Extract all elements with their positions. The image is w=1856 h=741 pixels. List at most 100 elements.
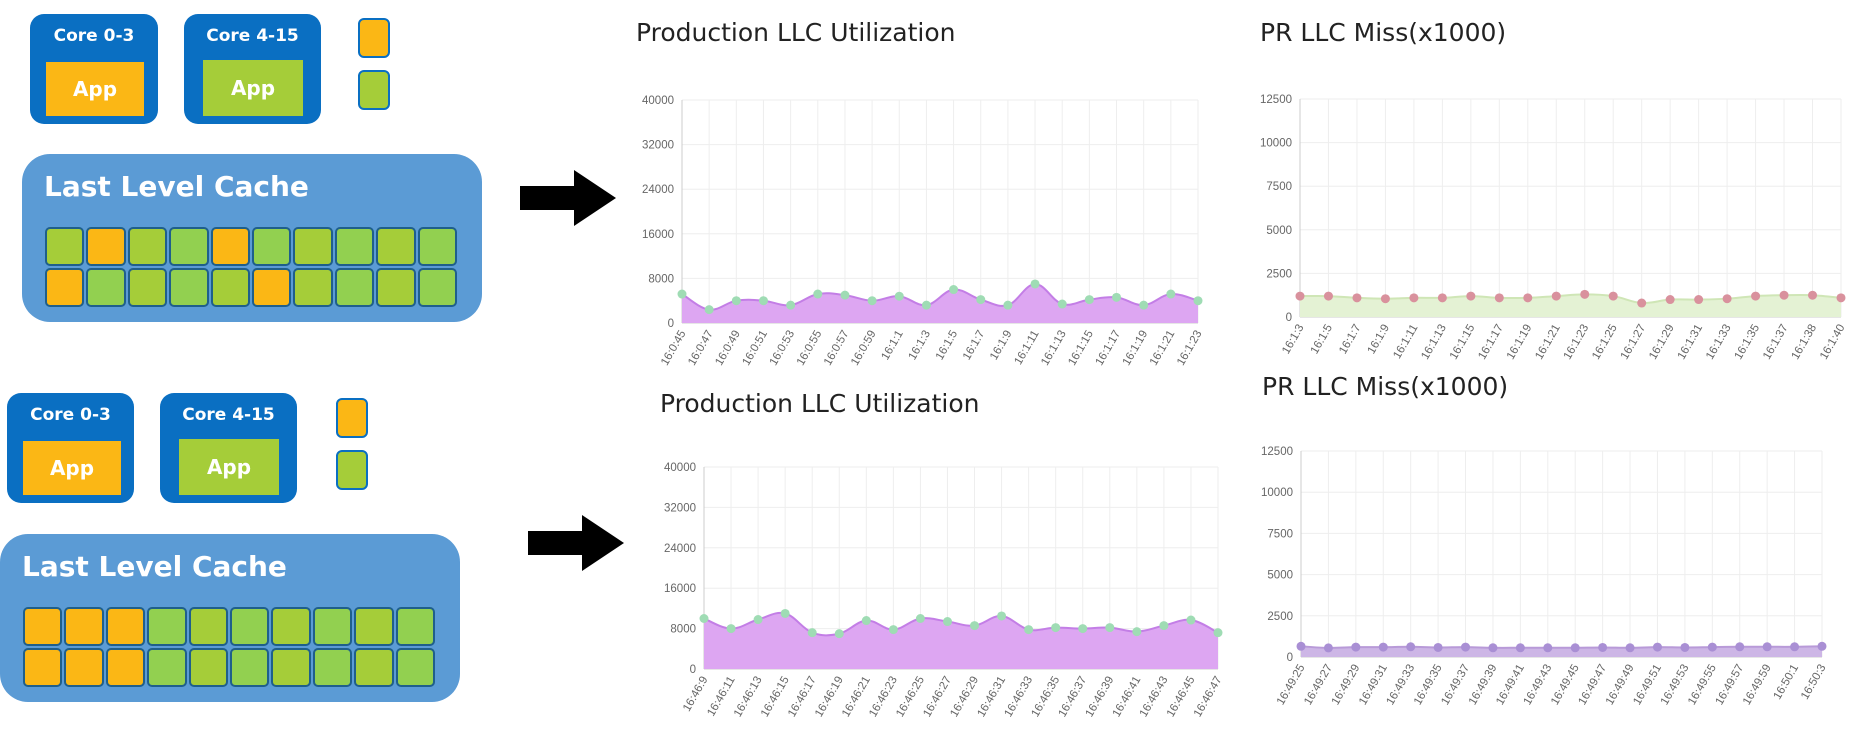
x-tick-label: 16:50:3: [1799, 663, 1829, 702]
data-point: [726, 624, 736, 634]
llc-cell-green: [188, 607, 228, 646]
llc-cell-green: [230, 648, 270, 687]
llc-cell-green: [354, 648, 394, 687]
chart-llc-utilization-bottom: 080001600024000320004000016:46:916:46:11…: [664, 462, 1225, 719]
llc-cell-green: [312, 607, 353, 646]
llc-cell-green: [86, 268, 126, 307]
llc-cell-orange: [45, 268, 85, 307]
series-area: [1301, 646, 1822, 657]
data-point: [1433, 642, 1443, 652]
data-point: [1836, 293, 1846, 303]
data-point: [1762, 642, 1772, 652]
data-point: [1112, 292, 1122, 302]
data-point: [1751, 291, 1761, 301]
llc-cell-green: [45, 227, 85, 266]
data-point: [677, 289, 687, 299]
y-tick-label: 0: [1286, 312, 1292, 324]
core-0-3-box: Core 0-3 App: [30, 14, 158, 124]
data-point: [1295, 291, 1305, 301]
data-point: [704, 305, 714, 315]
llc-cell-green: [147, 607, 187, 646]
y-tick-label: 32000: [664, 502, 696, 514]
data-point: [976, 295, 986, 305]
llc-cell-green: [127, 227, 168, 266]
data-point: [1543, 643, 1553, 653]
llc-cell-green: [210, 268, 250, 307]
core-4-15-label: Core 4-15: [206, 26, 299, 46]
llc-box: Last Level Cache: [0, 534, 460, 702]
llc-cell-orange: [105, 607, 146, 646]
llc-cell-orange: [210, 227, 250, 266]
llc-cell-orange: [252, 268, 292, 307]
y-tick-label: 40000: [642, 95, 674, 107]
app-box-green: App: [203, 60, 303, 116]
data-point: [861, 616, 871, 626]
y-tick-label: 16000: [642, 229, 674, 241]
llc-cell-green: [293, 227, 333, 266]
data-point: [1030, 279, 1040, 289]
data-point: [1132, 627, 1142, 637]
app-box-orange: App: [46, 62, 144, 116]
data-point: [731, 296, 741, 306]
x-tick-label: 16:50:1: [1772, 663, 1802, 702]
y-tick-label: 10000: [1260, 138, 1292, 150]
app-box-orange: App: [23, 441, 121, 495]
llc-cell-orange: [23, 607, 63, 646]
data-point: [1722, 294, 1732, 304]
llc-cell-green: [312, 648, 353, 687]
llc-cell-green: [188, 648, 228, 687]
data-point: [1351, 642, 1361, 652]
y-tick-label: 7500: [1266, 181, 1292, 193]
chart-llc-miss-bottom: 0250050007500100001250016:49:2516:49:271…: [1261, 446, 1829, 707]
llc-cell-orange: [105, 648, 146, 687]
core-0-3-box: Core 0-3 App: [7, 393, 134, 503]
data-point: [807, 628, 817, 638]
llc-cell-green: [334, 227, 375, 266]
data-point: [1515, 643, 1525, 653]
data-point: [1694, 295, 1704, 305]
llc-cell-green: [334, 268, 375, 307]
data-point: [1186, 615, 1196, 625]
green-swatch: [358, 70, 390, 110]
llc-cell-green: [354, 607, 394, 646]
data-point: [1378, 642, 1388, 652]
data-point: [867, 296, 877, 306]
data-point: [1466, 291, 1476, 301]
llc-cell-green: [417, 227, 457, 266]
llc-cell-green: [169, 268, 209, 307]
data-point: [1523, 293, 1533, 303]
data-point: [1808, 290, 1818, 300]
data-point: [1380, 294, 1390, 304]
y-tick-label: 12500: [1260, 94, 1292, 106]
llc-cell-green: [293, 268, 333, 307]
green-swatch: [336, 450, 368, 490]
y-tick-label: 24000: [642, 184, 674, 196]
arrow-right-icon: [520, 170, 616, 226]
data-point: [786, 300, 796, 310]
data-point: [1652, 642, 1662, 652]
y-tick-label: 7500: [1267, 528, 1293, 540]
data-point: [753, 615, 763, 625]
llc-cell-grid: [44, 226, 458, 308]
data-point: [1213, 628, 1223, 638]
llc-cell-green: [127, 268, 168, 307]
data-point: [970, 621, 980, 631]
y-tick-label: 32000: [642, 140, 674, 152]
y-tick-label: 0: [668, 318, 674, 330]
data-point: [1323, 291, 1333, 301]
y-tick-label: 0: [1287, 652, 1293, 664]
chart-title: Production LLC Utilization: [660, 389, 980, 418]
y-tick-label: 2500: [1266, 268, 1292, 280]
data-point: [1817, 641, 1827, 651]
orange-swatch: [358, 18, 390, 58]
y-tick-label: 5000: [1267, 570, 1293, 582]
data-point: [921, 300, 931, 310]
data-point: [1494, 293, 1504, 303]
data-point: [1570, 643, 1580, 653]
data-point: [1680, 642, 1690, 652]
data-point: [813, 289, 823, 299]
llc-cell-green: [271, 607, 311, 646]
data-point: [1159, 621, 1169, 631]
core-0-3-label: Core 0-3: [30, 405, 111, 425]
